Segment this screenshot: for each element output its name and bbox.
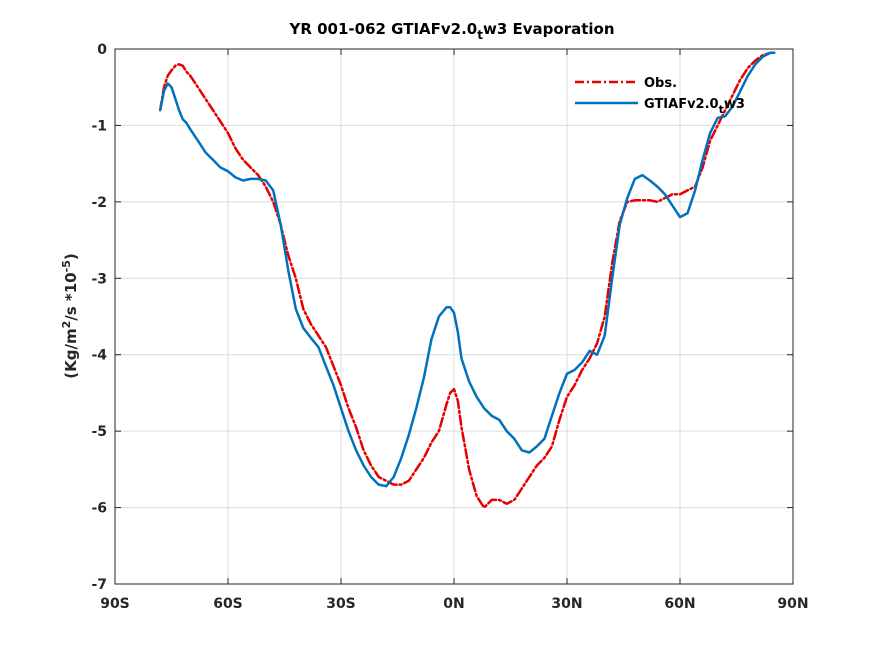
x-tick-label: 60N — [664, 596, 695, 612]
x-tick-label: 90N — [777, 596, 808, 612]
y-tick-label: -1 — [91, 118, 107, 134]
chart-title: YR 001-062 GTIAFv2.0tw3 Evaporation — [288, 20, 614, 42]
y-tick-label: -5 — [91, 424, 107, 440]
legend-label-obs: Obs. — [644, 76, 677, 91]
y-tick-label: -6 — [91, 501, 107, 517]
y-tick-label: -3 — [91, 271, 107, 287]
y-tick-label: -2 — [91, 195, 107, 211]
y-axis-label: (Kg/m2/s *10-5) — [60, 253, 80, 378]
x-tick-label: 30S — [326, 596, 356, 612]
plot-area — [114, 48, 794, 585]
x-tick-label: 0N — [443, 596, 464, 612]
series-layer — [158, 51, 776, 509]
legend: Obs. GTIAFv2.0tw3 — [575, 76, 745, 116]
series-line-model — [158, 51, 776, 488]
x-tick-label: 90S — [100, 596, 130, 612]
legend-label-model: GTIAFv2.0tw3 — [644, 97, 745, 116]
grid-lines — [115, 49, 793, 584]
y-tick-label: -7 — [91, 577, 107, 593]
y-tick-label: -4 — [91, 348, 107, 364]
x-tick-labels: 90S 60S 30S 0N 30N 60N 90N — [100, 596, 808, 612]
axis-ticks — [114, 48, 794, 585]
x-tick-label: 30N — [551, 596, 582, 612]
y-tick-labels: -7 -6 -5 -4 -3 -2 -1 0 — [91, 42, 107, 593]
x-tick-label: 60S — [213, 596, 243, 612]
y-tick-label: 0 — [97, 42, 107, 58]
